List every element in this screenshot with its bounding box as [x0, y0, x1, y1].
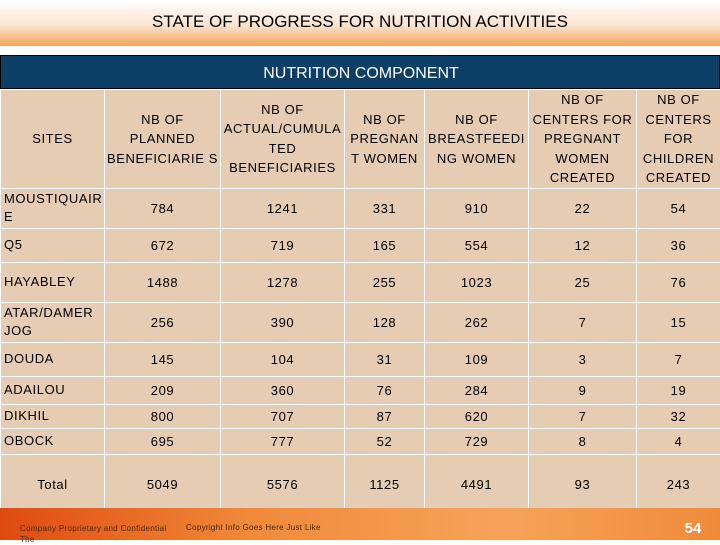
value-cell: 25 — [529, 262, 637, 302]
value-cell: 1488 — [105, 262, 221, 302]
value-cell: 76 — [345, 376, 425, 404]
total-cell: 93 — [529, 454, 637, 514]
value-cell: 128 — [345, 302, 425, 342]
value-cell: 145 — [105, 342, 221, 376]
page-title: STATE OF PROGRESS FOR NUTRITION ACTIVITI… — [0, 12, 720, 32]
value-cell: 777 — [221, 428, 345, 454]
value-cell: 31 — [345, 342, 425, 376]
value-cell: 36 — [637, 228, 720, 262]
value-cell: 284 — [425, 376, 529, 404]
footer-copyright: Copyright Info Goes Here Just Like — [186, 523, 321, 532]
column-header: NB OF ACTUAL/CUMULA TED BENEFICIARIES — [221, 90, 345, 189]
footer-confidential: Company Proprietary and Confidential The — [20, 523, 170, 545]
value-cell: 707 — [221, 404, 345, 428]
value-cell: 672 — [105, 228, 221, 262]
total-row: Total 5049 5576 1125 4491 93 243 — [1, 454, 720, 514]
value-cell: 360 — [221, 376, 345, 404]
table-row: ADAILOU 209 360 76 284 9 19 — [1, 376, 720, 404]
value-cell: 729 — [425, 428, 529, 454]
site-cell: HAYABLEY — [1, 262, 105, 302]
page-number: 54 — [668, 520, 718, 537]
table-row: DIKHIL 800 707 87 620 7 32 — [1, 404, 720, 428]
value-cell: 9 — [529, 376, 637, 404]
column-header: NB OF CENTERS FOR PREGNANT WOMEN CREATED — [529, 90, 637, 189]
table-row: OBOCK 695 777 52 729 8 4 — [1, 428, 720, 454]
value-cell: 4 — [637, 428, 720, 454]
value-cell: 1278 — [221, 262, 345, 302]
value-cell: 7 — [529, 302, 637, 342]
value-cell: 109 — [425, 342, 529, 376]
header-row: SITES NB OF PLANNED BENEFICIARIE S NB OF… — [1, 90, 720, 189]
column-header: SITES — [1, 90, 105, 189]
value-cell: 1241 — [221, 188, 345, 228]
value-cell: 52 — [345, 428, 425, 454]
column-header: NB OF PREGNAN T WOMEN — [345, 90, 425, 189]
value-cell: 695 — [105, 428, 221, 454]
value-cell: 19 — [637, 376, 720, 404]
value-cell: 1023 — [425, 262, 529, 302]
column-header: NB OF PLANNED BENEFICIARIE S — [105, 90, 221, 189]
table-row: DOUDA 145 104 31 109 3 7 — [1, 342, 720, 376]
table-row: ATAR/DAMER JOG 256 390 128 262 7 15 — [1, 302, 720, 342]
value-cell: 620 — [425, 404, 529, 428]
value-cell: 12 — [529, 228, 637, 262]
title-bar: STATE OF PROGRESS FOR NUTRITION ACTIVITI… — [0, 0, 720, 46]
column-header: NB OF CENTERS FOR CHILDREN CREATED — [637, 90, 720, 189]
value-cell: 15 — [637, 302, 720, 342]
value-cell: 87 — [345, 404, 425, 428]
value-cell: 256 — [105, 302, 221, 342]
value-cell: 76 — [637, 262, 720, 302]
value-cell: 209 — [105, 376, 221, 404]
value-cell: 784 — [105, 188, 221, 228]
value-cell: 331 — [345, 188, 425, 228]
total-cell: 5576 — [221, 454, 345, 514]
value-cell: 255 — [345, 262, 425, 302]
value-cell: 54 — [637, 188, 720, 228]
site-cell: MOUSTIQUAIR E — [1, 188, 105, 228]
total-cell: 4491 — [425, 454, 529, 514]
value-cell: 910 — [425, 188, 529, 228]
site-cell: DOUDA — [1, 342, 105, 376]
table-row: MOUSTIQUAIR E 784 1241 331 910 22 54 — [1, 188, 720, 228]
progress-table: SITES NB OF PLANNED BENEFICIARIE S NB OF… — [0, 89, 720, 515]
site-cell: ADAILOU — [1, 376, 105, 404]
component-label: NUTRITION COMPONENT — [1, 65, 720, 83]
total-label: Total — [1, 454, 105, 514]
table-row: Q5 672 719 165 554 12 36 — [1, 228, 720, 262]
value-cell: 554 — [425, 228, 529, 262]
value-cell: 719 — [221, 228, 345, 262]
total-cell: 5049 — [105, 454, 221, 514]
site-cell: ATAR/DAMER JOG — [1, 302, 105, 342]
value-cell: 390 — [221, 302, 345, 342]
value-cell: 8 — [529, 428, 637, 454]
value-cell: 22 — [529, 188, 637, 228]
site-cell: Q5 — [1, 228, 105, 262]
value-cell: 32 — [637, 404, 720, 428]
column-header: NB OF BREASTFEEDI NG WOMEN — [425, 90, 529, 189]
value-cell: 262 — [425, 302, 529, 342]
value-cell: 7 — [529, 404, 637, 428]
table-row: HAYABLEY 1488 1278 255 1023 25 76 — [1, 262, 720, 302]
value-cell: 104 — [221, 342, 345, 376]
footer-bar: Company Proprietary and Confidential The… — [0, 508, 720, 540]
total-cell: 243 — [637, 454, 720, 514]
value-cell: 165 — [345, 228, 425, 262]
value-cell: 800 — [105, 404, 221, 428]
site-cell: DIKHIL — [1, 404, 105, 428]
value-cell: 7 — [637, 342, 720, 376]
component-bar: NUTRITION COMPONENT — [0, 55, 720, 89]
total-cell: 1125 — [345, 454, 425, 514]
value-cell: 3 — [529, 342, 637, 376]
site-cell: OBOCK — [1, 428, 105, 454]
